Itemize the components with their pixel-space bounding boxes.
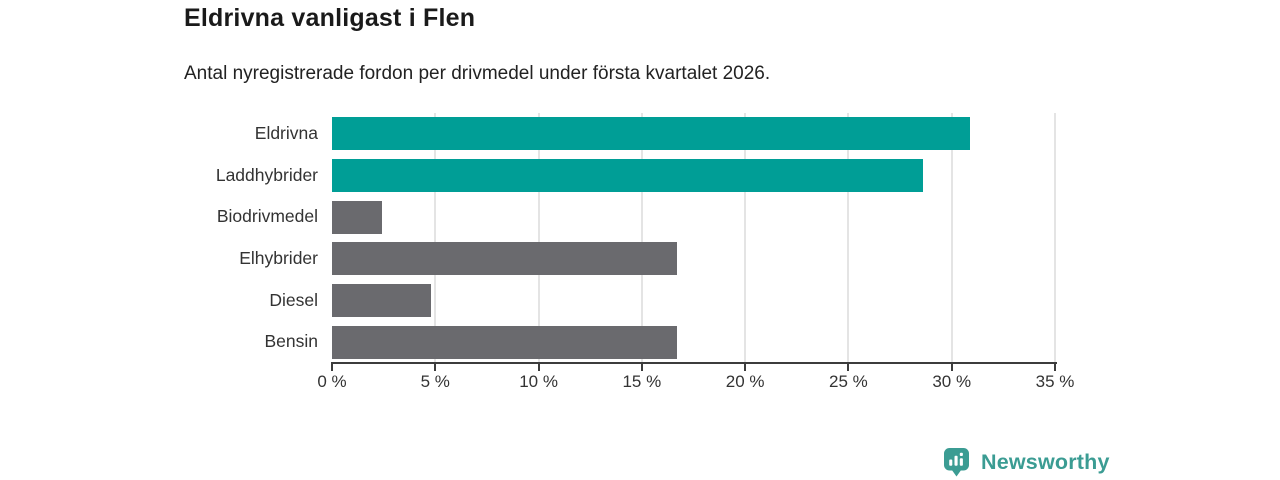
x-axis-line	[331, 362, 1057, 364]
bar-row	[332, 200, 1055, 234]
plot-area	[332, 113, 1056, 363]
category-label: Biodrivmedel	[216, 206, 318, 227]
bar-row	[332, 117, 1055, 151]
x-axis-tick-label: 15 %	[622, 372, 662, 391]
x-axis-tick-label: 5 %	[420, 372, 450, 391]
x-axis-tick	[744, 364, 747, 371]
bar-diesel	[332, 284, 432, 317]
bar-elhybrider	[332, 242, 677, 276]
x-axis-tick-label: 0 %	[317, 372, 347, 391]
gridline	[950, 113, 953, 363]
gridline	[640, 113, 643, 363]
bar-chart-pin-icon	[944, 448, 969, 477]
bar-bensin	[332, 325, 677, 359]
x-axis-tick	[950, 364, 953, 371]
x-axis-tick-label: 35 %	[1035, 372, 1075, 391]
x-axis-tick	[331, 364, 333, 371]
newsworthy-wordmark: Newsworthy	[981, 450, 1110, 474]
x-axis-tick-label: 10 %	[519, 372, 558, 391]
bar-eldrivna	[332, 117, 971, 151]
bar-row	[332, 284, 1055, 317]
x-axis-tick	[847, 364, 850, 371]
x-axis-tick	[1054, 364, 1056, 371]
newsworthy-logo[interactable]: Newsworthy	[944, 448, 1110, 477]
x-axis-tick-label: 25 %	[829, 372, 868, 391]
gridline	[434, 113, 437, 363]
category-label: Laddhybrider	[215, 164, 318, 185]
gridline	[744, 113, 747, 363]
bar-row	[332, 325, 1055, 359]
chart-subtitle: Antal nyregistrerade fordon per drivmede…	[184, 63, 771, 84]
bar-laddhybrider	[332, 159, 923, 192]
gridline	[537, 113, 540, 363]
bar-biodrivmedel	[332, 200, 382, 234]
gridline	[1054, 113, 1056, 363]
category-label: Diesel	[269, 289, 318, 310]
bar-row	[332, 159, 1055, 192]
category-label: Bensin	[264, 331, 318, 352]
x-axis-tick	[640, 364, 643, 371]
x-axis-tick	[537, 364, 540, 371]
category-label: Eldrivna	[254, 123, 318, 143]
x-axis-tick	[434, 364, 437, 371]
chart-title: Eldrivna vanligast i Flen	[184, 4, 476, 32]
gridline	[847, 113, 850, 363]
x-axis-tick-label: 30 %	[932, 372, 972, 391]
bar-row	[332, 242, 1055, 276]
x-axis-tick-label: 20 %	[725, 372, 765, 391]
category-label: Elhybrider	[239, 248, 318, 268]
